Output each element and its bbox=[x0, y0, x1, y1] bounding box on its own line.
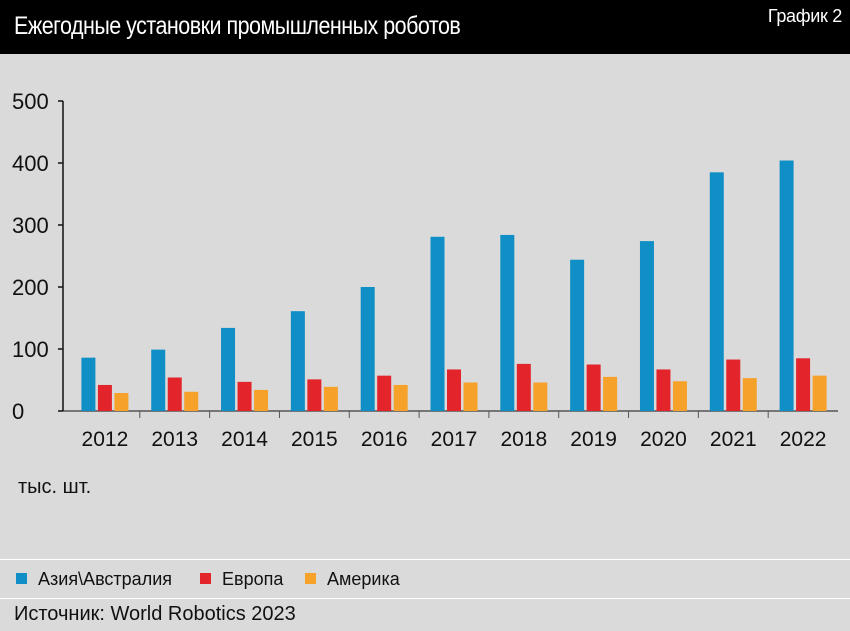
bar bbox=[151, 349, 166, 411]
bar bbox=[221, 327, 236, 411]
bar bbox=[709, 172, 724, 411]
bar bbox=[533, 382, 548, 411]
bar bbox=[307, 379, 322, 411]
y-tick-label: 0 bbox=[12, 399, 24, 424]
bar bbox=[237, 381, 252, 411]
bar bbox=[672, 381, 687, 411]
bar bbox=[603, 376, 618, 411]
bar bbox=[323, 386, 338, 411]
bar bbox=[360, 287, 375, 411]
bar bbox=[796, 358, 811, 411]
legend-label-europe: Европа bbox=[222, 569, 284, 589]
legend-swatch-asia bbox=[16, 573, 27, 584]
legend-label-america: Америка bbox=[327, 569, 400, 589]
bar bbox=[742, 378, 757, 411]
bar bbox=[447, 369, 461, 411]
x-tick-label: 2013 bbox=[151, 428, 198, 451]
bar bbox=[812, 375, 827, 411]
bar bbox=[254, 389, 269, 411]
bar bbox=[463, 382, 478, 411]
bar bbox=[779, 160, 794, 411]
bar-chart: 0 100 200 300 400 500 2012 2013 2014 2015 2016 2017… bbox=[12, 89, 838, 451]
x-tick-label: 2019 bbox=[570, 428, 617, 451]
y-tick-label: 400 bbox=[12, 151, 49, 176]
x-tick-label: 2020 bbox=[640, 428, 687, 451]
chart-title: Ежегодные установки промышленных роботов bbox=[14, 12, 461, 40]
bar bbox=[81, 357, 96, 411]
x-tick-label: 2017 bbox=[431, 428, 478, 451]
y-tick-label: 100 bbox=[12, 337, 49, 362]
bar bbox=[726, 359, 741, 411]
y-tick-label: 300 bbox=[12, 213, 49, 238]
source-note: Источник: World Robotics 2023 bbox=[14, 603, 296, 625]
bar bbox=[656, 369, 671, 411]
bar bbox=[377, 375, 392, 411]
x-tick-label: 2012 bbox=[82, 428, 129, 451]
bar bbox=[500, 234, 515, 411]
bar bbox=[290, 311, 305, 411]
x-tick-label: 2021 bbox=[710, 428, 757, 451]
x-tick-label: 2018 bbox=[500, 428, 547, 451]
legend-swatch-america bbox=[305, 573, 316, 584]
x-tick-label: 2015 bbox=[291, 428, 338, 451]
bar bbox=[393, 384, 408, 411]
bar bbox=[516, 363, 531, 411]
bar bbox=[430, 236, 445, 411]
x-tick-label: 2014 bbox=[221, 428, 268, 451]
legend-label-asia: Азия\Австралия bbox=[38, 569, 172, 589]
bar bbox=[586, 364, 601, 411]
chart-number-label: График 2 bbox=[767, 6, 842, 26]
title-bar: Ежегодные установки промышленных роботов… bbox=[0, 0, 850, 54]
legend: Азия\Австралия Европа Америка bbox=[0, 559, 850, 599]
bar bbox=[167, 377, 182, 411]
y-tick-label: 500 bbox=[12, 89, 49, 114]
bar bbox=[184, 391, 199, 411]
bar bbox=[639, 241, 654, 411]
bar bbox=[570, 259, 585, 411]
y-tick-label: 200 bbox=[12, 275, 49, 300]
legend-swatch-europe bbox=[200, 573, 211, 584]
bar bbox=[114, 393, 129, 411]
x-tick-label: 2022 bbox=[780, 428, 827, 451]
bar bbox=[97, 384, 112, 411]
x-tick-label: 2016 bbox=[361, 428, 408, 451]
unit-label: тыс. шт. bbox=[18, 476, 92, 498]
